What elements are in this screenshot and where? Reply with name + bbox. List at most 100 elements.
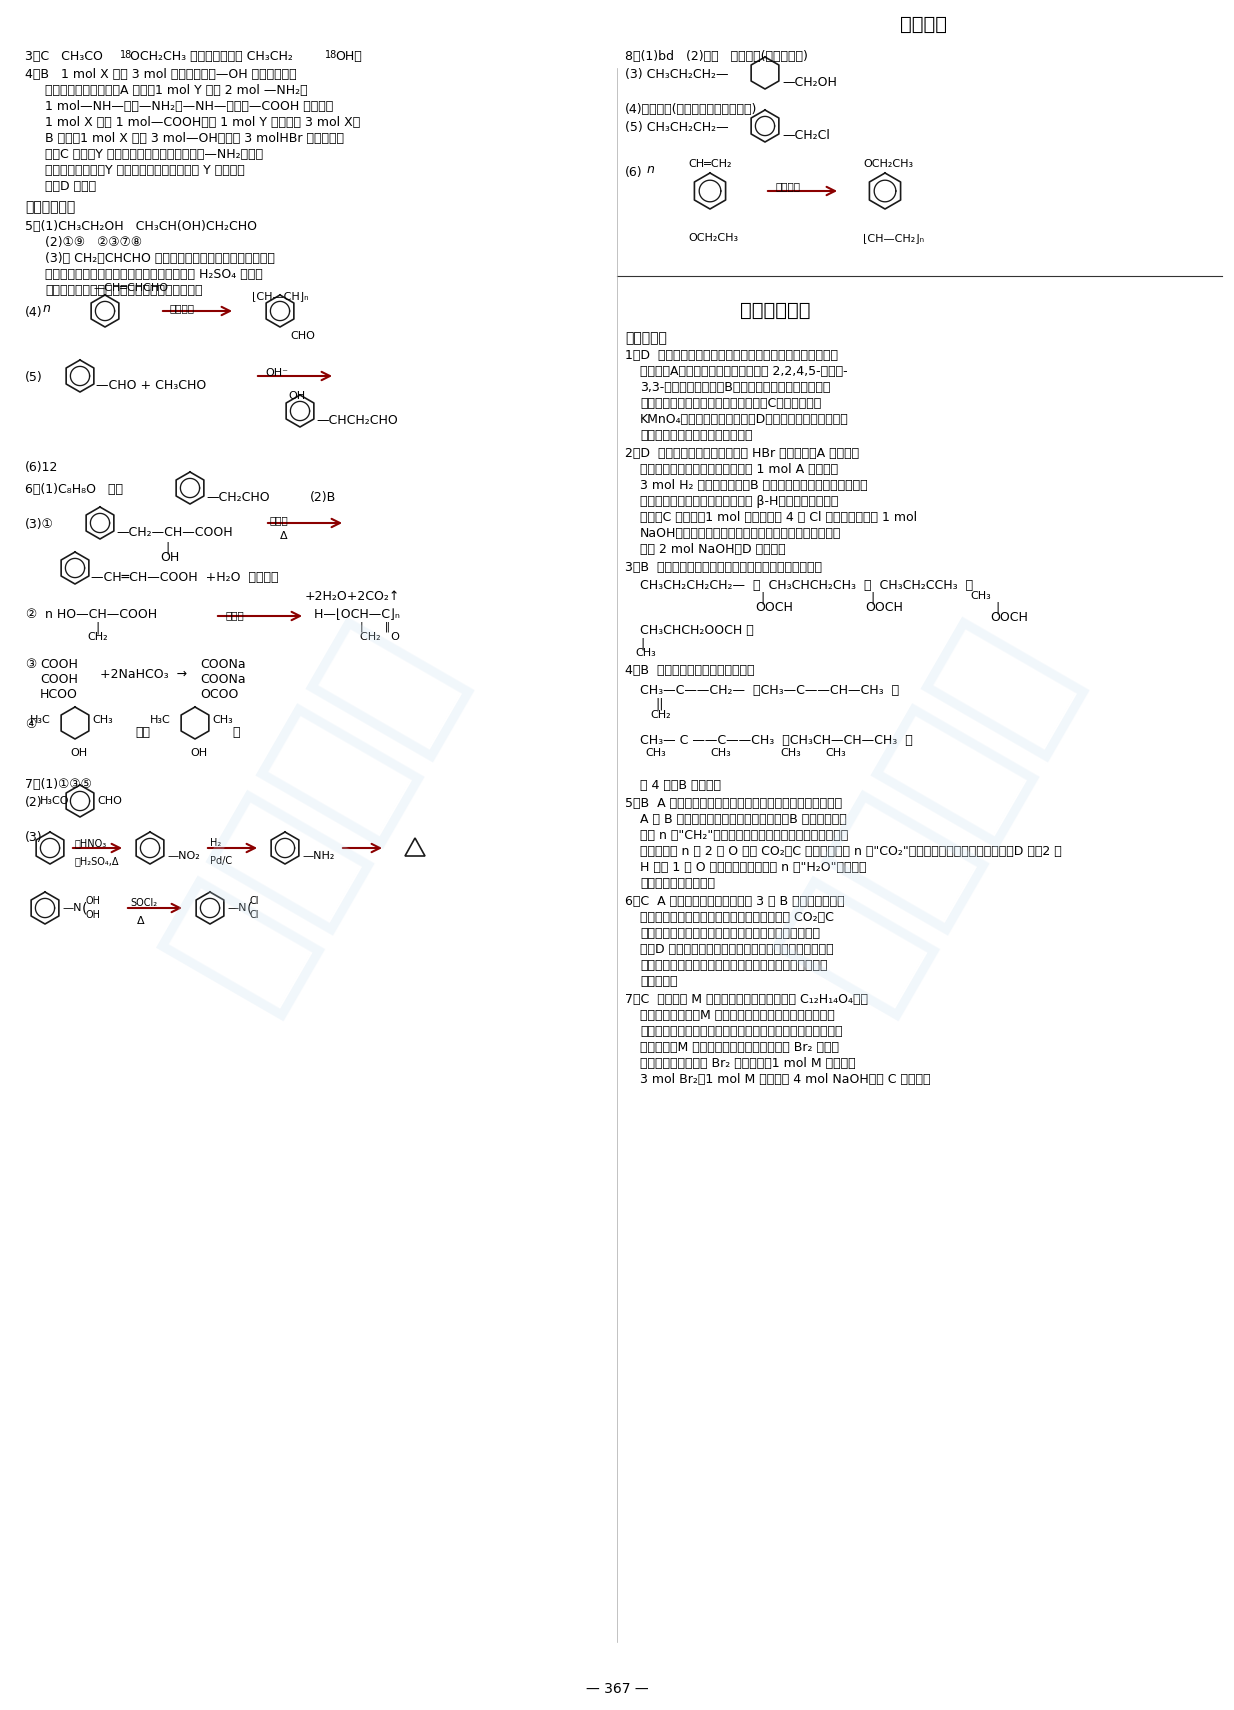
Text: (4)银氨溶液(或新制氢氧化铜悬浊液): (4)银氨溶液(或新制氢氧化铜悬浊液) xyxy=(624,103,758,116)
Text: 酯，其单体为甲醛和乙酸，正确。: 酯，其单体为甲醛和乙酸，正确。 xyxy=(640,429,753,441)
Text: OH⁻: OH⁻ xyxy=(265,368,288,378)
Text: 二、非选择题: 二、非选择题 xyxy=(25,200,75,214)
Text: CH₃— C ——C——CH₃  、CH₃CH—CH—CH₃  、: CH₃— C ——C——CH₃ 、CH₃CH—CH—CH₃ 、 xyxy=(640,734,913,747)
Text: n HO—CH—COOH: n HO—CH—COOH xyxy=(41,609,157,621)
Text: CH₃: CH₃ xyxy=(212,715,233,725)
Text: B 错误；1 mol X 中有 3 mol—OH，可与 3 molHBr 发生取代反: B 错误；1 mol X 中有 3 mol—OH，可与 3 molHBr 发生取… xyxy=(44,132,344,145)
Text: 一定条件: 一定条件 xyxy=(775,181,800,192)
Text: CH₃: CH₃ xyxy=(710,747,731,758)
Text: 量一定相差 n 个 2 个 O 形成 CO₂，C 项，二者相差 n 个"CO₂"时，燃烧消耗的氧气一定相同；D 项，2 个: 量一定相差 n 个 2 个 O 形成 CO₂，C 项，二者相差 n 个"CO₂"… xyxy=(640,845,1061,858)
Text: |: | xyxy=(870,592,874,604)
Text: 催化剂: 催化剂 xyxy=(225,610,244,621)
Text: OCH₂CH₃: OCH₂CH₃ xyxy=(863,159,913,169)
Text: 液HNO₃: 液HNO₃ xyxy=(75,838,107,848)
Text: H₂: H₂ xyxy=(210,838,221,848)
Text: OH: OH xyxy=(160,551,179,564)
Text: OH: OH xyxy=(70,747,88,758)
Text: |      ‖: | ‖ xyxy=(360,622,390,633)
Text: H₃CO: H₃CO xyxy=(39,795,69,805)
Text: COONa: COONa xyxy=(200,674,246,686)
Text: ）: ） xyxy=(232,727,239,739)
Text: 3．B  由题意可知，甲为甲酸丁酯，其可能的结构简式为: 3．B 由题意可知，甲为甲酸丁酯，其可能的结构简式为 xyxy=(624,561,822,575)
Text: 6．(1)C₈H₈O   醛基: 6．(1)C₈H₈O 醛基 xyxy=(25,482,123,496)
Text: (6): (6) xyxy=(624,166,643,180)
Text: 反应等。A项，该化合物的正确命名为 2,2,4,5-四甲基-: 反应等。A项，该化合物的正确命名为 2,2,4,5-四甲基- xyxy=(640,364,848,378)
Text: CH₃: CH₃ xyxy=(645,747,666,758)
Text: 阶段达标检测: 阶段达标检测 xyxy=(739,301,811,320)
Text: CH₃: CH₃ xyxy=(636,648,655,658)
Text: 邻位碳上均有氢原子，A 正确；1 mol Y 中含 2 mol —NH₂、: 邻位碳上均有氢原子，A 正确；1 mol Y 中含 2 mol —NH₂、 xyxy=(44,84,307,97)
Text: —NH₂: —NH₂ xyxy=(302,852,334,862)
Text: CH₂: CH₂ xyxy=(650,710,670,720)
Text: OOCH: OOCH xyxy=(865,600,903,614)
Text: 应，C 正确；Y 中含有非金属性强的氮元素，—NH₂是一个: 应，C 正确；Y 中含有非金属性强的氮元素，—NH₂是一个 xyxy=(44,149,263,161)
Text: 应；D 项，苯环上的两个碳原子在同一个平面上，苯两端: 应；D 项，苯环上的两个碳原子在同一个平面上，苯两端 xyxy=(640,942,834,956)
Text: 3．C   CH₃CO: 3．C CH₃CO xyxy=(25,50,102,63)
Text: CH₃CH₂CH₂CH₂—  、  CH₃CHCH₂CH₃  、  CH₃CH₂CCH₃  、: CH₃CH₂CH₂CH₂— 、 CH₃CHCH₂CH₃ 、 CH₃CH₂CCH₃… xyxy=(640,580,974,592)
Text: SOCl₂: SOCl₂ xyxy=(130,898,157,908)
Text: OH: OH xyxy=(85,910,100,920)
Text: 液H₂SO₄,Δ: 液H₂SO₄,Δ xyxy=(75,857,120,865)
Text: CH═CH₂: CH═CH₂ xyxy=(689,159,732,169)
Text: 醛基不能与氢气发生加成反应，故 1 mol A 最多能与: 醛基不能与氢气发生加成反应，故 1 mol A 最多能与 xyxy=(640,463,838,475)
Text: n: n xyxy=(647,162,655,176)
Text: CH₂   O: CH₂ O xyxy=(360,633,400,641)
Text: 于芳香族化合物；M 含有的官能团有酚羟基、碳碳双键和: 于芳香族化合物；M 含有的官能团有酚羟基、碳碳双键和 xyxy=(640,1009,834,1023)
Text: （或: （或 xyxy=(135,727,151,739)
Text: 18: 18 xyxy=(120,50,132,60)
Text: |: | xyxy=(995,600,1000,614)
Text: 消耗 2 mol NaOH，D 项正确。: 消耗 2 mol NaOH，D 项正确。 xyxy=(640,544,786,556)
Text: COOH: COOH xyxy=(39,658,78,670)
Text: —CH═CHCHO: —CH═CHCHO xyxy=(93,282,168,292)
Text: 3 mol Br₂；1 mol M 可以消耗 4 mol NaOH，故 C 项错误。: 3 mol Br₂；1 mol M 可以消耗 4 mol NaOH，故 C 项错… xyxy=(640,1072,930,1086)
Text: (: ( xyxy=(81,901,88,917)
Text: 1．D  本题考查有机物的命名、结构与性质的关系，典型有机: 1．D 本题考查有机物的命名、结构与性质的关系，典型有机 xyxy=(624,349,838,363)
Text: 4．B   1 mol X 中有 3 mol 醇羟基，且与—OH 相连的碳原子: 4．B 1 mol X 中有 3 mol 醇羟基，且与—OH 相连的碳原子 xyxy=(25,68,296,80)
Text: 详解答案: 详解答案 xyxy=(754,597,1096,1024)
Text: 一平面上。: 一平面上。 xyxy=(640,975,677,988)
Text: 5．(1)CH₃CH₂OH   CH₃CH(OH)CH₂CHO: 5．(1)CH₃CH₂OH CH₃CH(OH)CH₂CHO xyxy=(25,221,257,233)
Text: —CH₂—CH—COOH: —CH₂—CH—COOH xyxy=(116,527,233,539)
Text: 3,3-乙基己烷，错误；B项，等物质的量的苯与甲醛完: 3,3-乙基己烷，错误；B项，等物质的量的苯与甲醛完 xyxy=(640,381,830,393)
Text: +2NaHCO₃  →: +2NaHCO₃ → xyxy=(100,669,188,681)
Text: ④: ④ xyxy=(25,718,36,730)
Text: Δ: Δ xyxy=(137,917,144,927)
Text: 代，碳碳双键可以与 Br₂ 发生加成，1 mol M 最多消耗: 代，碳碳双键可以与 Br₂ 发生加成，1 mol M 最多消耗 xyxy=(640,1057,855,1070)
Text: 详解答案: 详解答案 xyxy=(139,597,480,1024)
Text: —CH₂CHO: —CH₂CHO xyxy=(206,491,269,504)
Text: CH₃CHCH₂OOCH 。: CH₃CHCH₂OOCH 。 xyxy=(640,624,754,638)
Text: Δ: Δ xyxy=(280,532,288,540)
Text: —CH₂OH: —CH₂OH xyxy=(782,75,837,89)
Text: (2): (2) xyxy=(25,795,43,809)
Text: Pd/C: Pd/C xyxy=(210,857,232,865)
Text: NaOH，因该有机物是羧酸与酚形成的酯，故该酯基水解: NaOH，因该有机物是羧酸与酚形成的酯，故该酯基水解 xyxy=(640,527,842,540)
Text: OCH₂CH₃: OCH₂CH₃ xyxy=(689,233,738,243)
Text: ⌊CH—CH₂⌋ₙ: ⌊CH—CH₂⌋ₙ xyxy=(863,233,924,243)
Text: Cl: Cl xyxy=(251,910,259,920)
Text: (2)①⑨   ②③⑦⑧: (2)①⑨ ②③⑦⑧ xyxy=(44,236,142,250)
Text: (3) CH₃CH₂CH₂—: (3) CH₃CH₂CH₂— xyxy=(624,68,728,80)
Text: Cl: Cl xyxy=(251,896,259,906)
Text: A 和 B 燃烧消耗的氧气的物质的量相同，B 项，如果二者: A 和 B 燃烧消耗的氧气的物质的量相同，B 项，如果二者 xyxy=(640,812,847,826)
Text: CHO: CHO xyxy=(290,332,315,340)
Text: OCOO: OCOO xyxy=(200,687,238,701)
Text: 强，D 正确。: 强，D 正确。 xyxy=(44,180,96,193)
Text: CH₃: CH₃ xyxy=(826,747,845,758)
Text: 醇可发生消去，但因该有机物中无 β-H，故不能发生消去: 醇可发生消去，但因该有机物中无 β-H，故不能发生消去 xyxy=(640,494,838,508)
Text: (: ( xyxy=(247,901,253,917)
Text: CH₃: CH₃ xyxy=(93,715,112,725)
Text: CH₃: CH₃ xyxy=(970,592,991,600)
Text: (5) CH₃CH₂CH₂—: (5) CH₃CH₂CH₂— xyxy=(624,121,728,133)
Text: OH: OH xyxy=(288,392,305,402)
Text: KMnO₄酸性溶液褪色，错误；D项，所列高聚物的单体为: KMnO₄酸性溶液褪色，错误；D项，所列高聚物的单体为 xyxy=(640,414,849,426)
Text: —N: —N xyxy=(227,903,247,913)
Text: 4．B  符合题意的同分异构体分别是: 4．B 符合题意的同分异构体分别是 xyxy=(624,663,754,677)
Text: —CHCH₂CHO: —CHCH₂CHO xyxy=(316,414,397,428)
Text: 8．(1)bd   (2)羟基   还原反应(或加成反应): 8．(1)bd (2)羟基 还原反应(或加成反应) xyxy=(624,50,808,63)
Text: 18: 18 xyxy=(325,50,337,60)
Text: 项碳碳双键可以发生加成反应，苯环上可以发生取代反: 项碳碳双键可以发生加成反应，苯环上可以发生取代反 xyxy=(640,927,821,941)
Text: 再滴入溴水，若溴水褪色，即可证明含碳碳双键: 再滴入溴水，若溴水褪色，即可证明含碳碳双键 xyxy=(44,284,202,298)
Text: COONa: COONa xyxy=(200,658,246,670)
Text: H₃C: H₃C xyxy=(151,715,170,725)
Text: 极性很强的基团，Y 分子结构又不对称，所以 Y 的极性很: 极性很强的基团，Y 分子结构又不对称，所以 Y 的极性很 xyxy=(44,164,244,178)
